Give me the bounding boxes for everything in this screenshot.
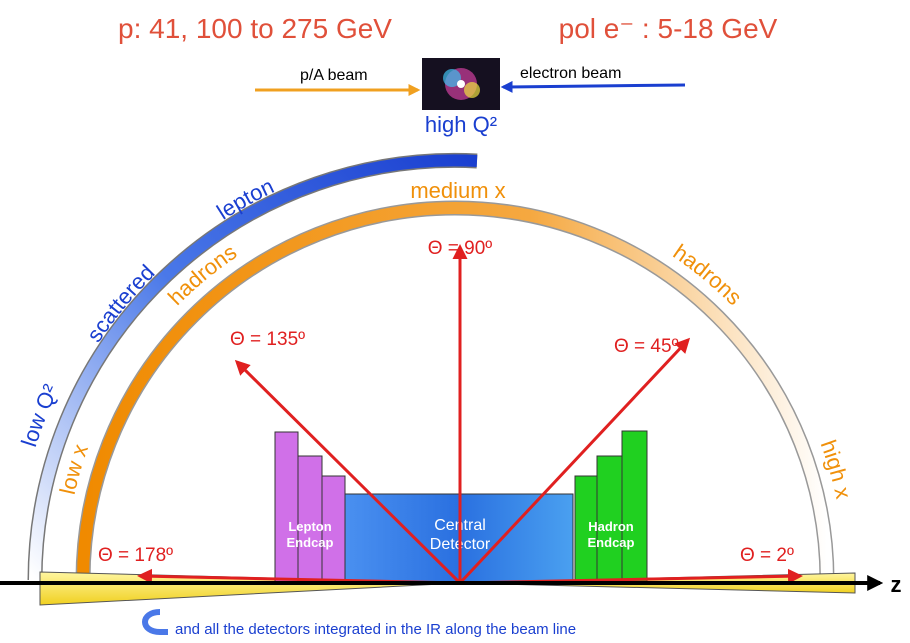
detector-label: Endcap <box>287 535 334 550</box>
lepton-endcap <box>274 431 346 584</box>
detector-label: Endcap <box>588 535 635 550</box>
electron-beam-arrow <box>500 80 686 93</box>
collision-label: high Q² <box>425 112 497 137</box>
hadron-endcap <box>574 430 648 584</box>
proton-beam-label: p/A beam <box>300 67 368 84</box>
medium-x-label: medium x <box>410 178 505 203</box>
angle-label: Θ = 45º <box>614 336 679 357</box>
footnote: and all the detectors integrated in the … <box>175 621 576 638</box>
hadron-arc <box>77 202 833 581</box>
proton-energy: p: 41, 100 to 275 GeV <box>118 13 392 44</box>
angle-label: Θ = 2º <box>740 545 794 566</box>
electron-beam-label: electron beam <box>520 65 621 82</box>
axis-label: z <box>891 572 902 597</box>
collision-image <box>422 58 500 110</box>
detector-label: Lepton <box>288 519 331 534</box>
angle-label: Θ = 178º <box>98 545 173 566</box>
angle-label: Θ = 90º <box>428 238 493 259</box>
lepton-arc <box>29 154 478 581</box>
rotate-icon <box>142 609 168 635</box>
electron-energy: pol e⁻ : 5-18 GeV <box>559 13 778 44</box>
angle-label: Θ = 135º <box>230 329 305 350</box>
detector-label: Hadron <box>588 519 634 534</box>
